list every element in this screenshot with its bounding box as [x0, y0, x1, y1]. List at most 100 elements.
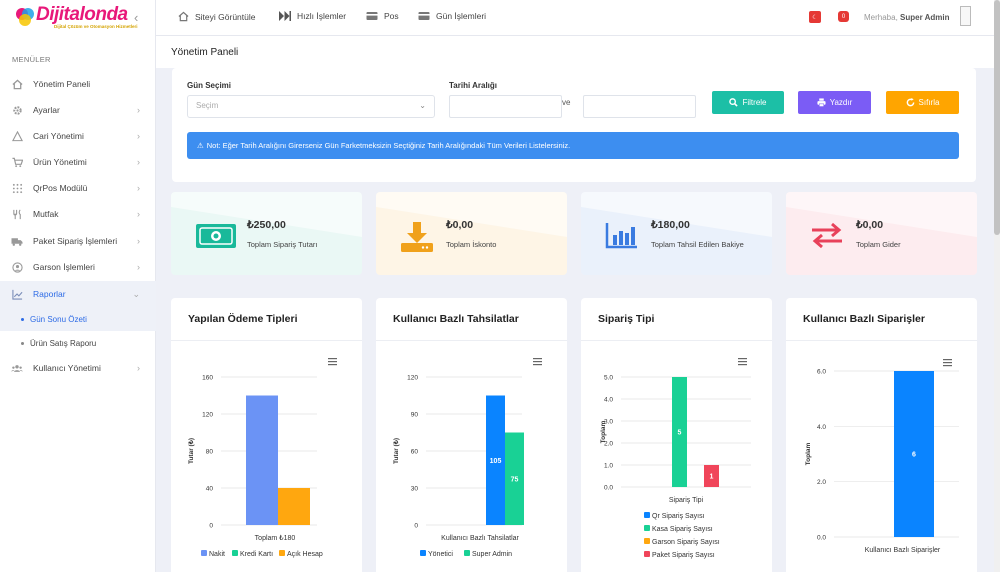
sidebar-item-accounts[interactable]: Cari Yönetimi ›	[0, 123, 156, 149]
filter-button[interactable]: Filtrele	[712, 91, 784, 114]
sidebar-item-label: Ayarlar	[33, 105, 60, 115]
y-tick-label: 90	[411, 412, 419, 419]
y-tick-label: 60	[411, 449, 419, 456]
and-label: ve	[562, 98, 571, 107]
sidebar-subitem-product-sales-report[interactable]: Ürün Satış Raporu	[0, 331, 156, 355]
pos-label: Pos	[384, 11, 399, 21]
sidebar-item-label: Ürün Yönetimi	[33, 157, 87, 167]
legend-swatch	[644, 525, 650, 531]
sidebar-item-settings[interactable]: Ayarlar ›	[0, 97, 156, 123]
sidebar-item-label: Kullanıcı Yönetimi	[33, 363, 101, 373]
logo-icon	[16, 8, 34, 26]
sidebar-item-label: Paket Sipariş İşlemleri	[33, 236, 118, 246]
grid-icon	[11, 182, 23, 194]
user-greeting[interactable]: Merhaba, Super Admin	[864, 13, 950, 22]
sidebar-subitem-label: Gün Sonu Özeti	[30, 314, 87, 324]
chart-menu-icon[interactable]	[328, 358, 337, 366]
chart-card-user-orders: Kullanıcı Bazlı Siparişler 0.0 2.0 4.0 6.0 T…	[786, 298, 977, 572]
sidebar-item-qrpos[interactable]: QrPos Modülü ›	[0, 175, 156, 201]
sidebar-item-kitchen[interactable]: Mutfak ›	[0, 201, 156, 227]
x-axis-title: Toplam ₺180	[255, 534, 296, 542]
sidebar-item-user-management[interactable]: Kullanıcı Yönetimi ›	[0, 355, 156, 381]
legend-swatch	[644, 551, 650, 557]
avatar[interactable]	[960, 6, 971, 26]
warning-icon: ⚠	[197, 141, 204, 150]
view-site-link[interactable]: Siteyi Görüntüle	[178, 11, 255, 22]
chart-menu-icon[interactable]	[533, 358, 542, 366]
quick-actions-link[interactable]: Hızlı İşlemler	[279, 11, 346, 21]
filter-panel: Gün Seçimi Seçim ⌄ Tarihi Aralığı ve Fil…	[172, 68, 976, 182]
legend-swatch	[232, 550, 238, 556]
sidebar-item-waiter[interactable]: Garson İşlemleri ›	[0, 254, 156, 280]
end-date-input[interactable]	[583, 95, 696, 118]
legend-label: Paket Sipariş Sayısı	[652, 552, 715, 559]
divider	[786, 340, 977, 341]
legend-label: Super Admin	[472, 551, 512, 558]
credit-card-icon	[366, 11, 378, 21]
bullet	[21, 341, 24, 345]
user-name: Super Admin	[900, 13, 950, 22]
legend-swatch	[644, 512, 650, 518]
sidebar-item-label: Yönetim Paneli	[33, 79, 91, 89]
y-tick-label: 160	[202, 375, 213, 382]
day-operations-label: Gün İşlemleri	[436, 11, 487, 21]
bar-data-label: 105	[490, 458, 502, 465]
reset-button[interactable]: Sıfırla	[886, 91, 959, 114]
chevron-right-icon: ›	[137, 363, 140, 373]
legend-label: Yönetici	[428, 551, 453, 558]
card-title: Kullanıcı Bazlı Siparişler	[803, 313, 925, 325]
bar-data-label: 75	[511, 476, 519, 483]
language-flag-icon[interactable]: ☾	[809, 11, 821, 23]
download-icon	[400, 221, 434, 255]
scrollbar-thumb[interactable]	[994, 0, 1000, 235]
card-title: Yapılan Ödeme Tipleri	[188, 313, 298, 325]
sidebar: Dijitalonda Dijital Çözüm ve Otomasyon H…	[0, 0, 156, 572]
stat-label: Toplam İskonto	[446, 240, 497, 249]
home-icon	[178, 11, 189, 22]
y-tick-label: 5.0	[604, 375, 613, 382]
day-select-placeholder: Seçim	[196, 101, 219, 110]
sidebar-item-reports[interactable]: Raporlar ⌄	[0, 281, 156, 307]
card-bg-shape	[171, 192, 362, 237]
brand-logo[interactable]: Dijitalonda Dijital Çözüm ve Otomasyon H…	[14, 4, 139, 32]
user-circle-icon	[11, 261, 23, 273]
sidebar-item-label: Cari Yönetimi	[33, 131, 84, 141]
gear-icon	[11, 104, 23, 116]
sidebar-item-dashboard[interactable]: Yönetim Paneli	[0, 71, 156, 97]
legend-swatch	[420, 550, 426, 556]
refresh-icon	[906, 98, 915, 107]
legend-swatch	[201, 550, 207, 556]
bar-paket-sipariş-sayısı	[704, 465, 719, 487]
alert-text: Not: Eğer Tarih Aralığını Girerseniz Gün…	[206, 141, 571, 150]
y-tick-label: 80	[206, 449, 214, 456]
y-tick-label: 2.0	[604, 441, 613, 448]
card-bg-shape	[581, 192, 772, 237]
start-date-input[interactable]	[449, 95, 562, 118]
chart-menu-icon[interactable]	[738, 358, 747, 366]
print-button-label: Yazdır	[829, 98, 853, 107]
x-axis-title: Kullanıcı Bazlı Tahsilatlar	[441, 535, 519, 542]
quick-actions-label: Hızlı İşlemler	[297, 11, 347, 21]
collapse-sidebar-icon[interactable]: ‹	[134, 10, 139, 25]
brand-name: Dijitalonda	[36, 4, 128, 25]
day-operations-link[interactable]: Gün İşlemleri	[418, 11, 486, 21]
bar-data-label: 6	[912, 452, 916, 459]
legend-label: Garson Sipariş Sayısı	[652, 539, 720, 546]
chart-menu-icon[interactable]	[943, 359, 952, 367]
greeting-text: Merhaba,	[864, 13, 898, 22]
stat-label: Toplam Sipariş Tutarı	[247, 240, 318, 249]
pos-link[interactable]: Pos	[366, 11, 399, 21]
y-tick-label: 0	[209, 523, 213, 530]
day-select[interactable]: Seçim ⌄	[187, 95, 435, 118]
divider	[171, 340, 362, 341]
sidebar-item-products[interactable]: Ürün Yönetimi ›	[0, 149, 156, 175]
legend-label: Nakit	[209, 551, 225, 558]
sidebar-item-package-orders[interactable]: Paket Sipariş İşlemleri ›	[0, 228, 156, 254]
print-button[interactable]: Yazdır	[798, 91, 871, 114]
legend-label: Qr Sipariş Sayısı	[652, 513, 705, 520]
legend-label: Açık Hesap	[287, 551, 323, 558]
notification-badge[interactable]: 0	[838, 11, 849, 22]
transfer-arrows-icon	[810, 221, 844, 251]
page-scrollbar[interactable]	[994, 0, 1000, 572]
sidebar-subitem-day-end-summary[interactable]: Gün Sonu Özeti	[0, 307, 156, 331]
